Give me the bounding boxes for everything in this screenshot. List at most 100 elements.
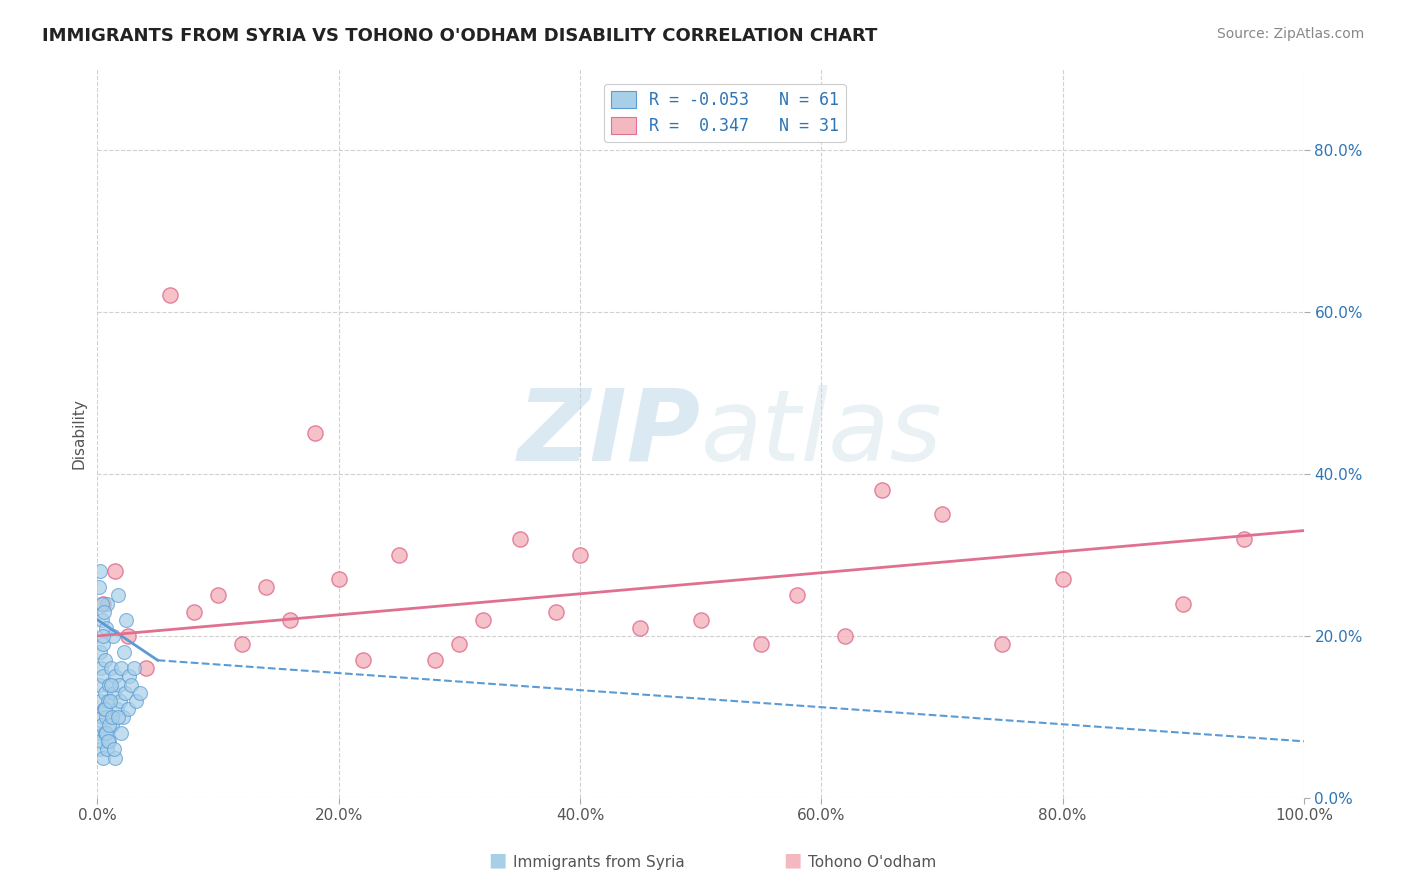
Text: ZIP: ZIP [517, 384, 700, 482]
Point [89, 677, 111, 691]
Point [870, 483, 893, 497]
Point [834, 629, 856, 643]
Point [388, 548, 411, 562]
Point [135, 661, 157, 675]
Point [94, 621, 117, 635]
Text: atlas: atlas [700, 384, 942, 482]
Point [100, 661, 122, 675]
Point [1173, 597, 1195, 611]
Point [472, 613, 495, 627]
Point [89, 726, 111, 740]
Point [93, 605, 115, 619]
Point [114, 686, 136, 700]
Point [931, 508, 953, 522]
Point [90, 710, 112, 724]
Point [120, 677, 142, 691]
Point [117, 629, 139, 643]
Point [97, 734, 120, 748]
Point [90, 734, 112, 748]
Point [93, 637, 115, 651]
Point [328, 572, 350, 586]
Point [89, 742, 111, 756]
Point [107, 589, 129, 603]
Point [93, 726, 115, 740]
Point [689, 613, 711, 627]
Point [101, 629, 124, 643]
Point [104, 564, 127, 578]
Text: Source: ZipAtlas.com: Source: ZipAtlas.com [1216, 27, 1364, 41]
Point [100, 677, 122, 691]
Point [98, 677, 121, 691]
Point [94, 653, 117, 667]
Point [125, 694, 148, 708]
Point [93, 686, 115, 700]
Point [104, 750, 127, 764]
Point [90, 661, 112, 675]
Point [93, 597, 115, 611]
Point [101, 718, 124, 732]
Point [786, 589, 808, 603]
Point [93, 750, 115, 764]
Point [94, 710, 117, 724]
Point [91, 629, 114, 643]
Point [110, 694, 132, 708]
Point [112, 645, 135, 659]
Point [97, 718, 120, 732]
Point [91, 718, 114, 732]
Point [96, 726, 118, 740]
Point [105, 702, 128, 716]
Point [101, 710, 124, 724]
Point [207, 589, 229, 603]
Point [103, 742, 125, 756]
Point [280, 613, 302, 627]
Point [425, 653, 447, 667]
Point [1052, 572, 1074, 586]
Point [509, 532, 531, 546]
Point [1233, 532, 1256, 546]
Point [108, 677, 131, 691]
Point [159, 288, 181, 302]
Point [183, 605, 205, 619]
Point [118, 669, 141, 683]
Point [107, 710, 129, 724]
Point [103, 686, 125, 700]
Legend: R = -0.053   N = 61, R =  0.347   N = 31: R = -0.053 N = 61, R = 0.347 N = 31 [605, 84, 845, 142]
Point [98, 734, 121, 748]
Point [104, 669, 127, 683]
Point [115, 613, 138, 627]
Point [110, 661, 132, 675]
Text: ■: ■ [783, 851, 801, 870]
Point [352, 653, 374, 667]
Point [122, 661, 145, 675]
Point [96, 597, 118, 611]
Point [93, 702, 115, 716]
Point [628, 621, 651, 635]
Point [569, 548, 592, 562]
Point [89, 580, 111, 594]
Point [110, 726, 132, 740]
Point [111, 710, 134, 724]
Text: Tohono O'odham: Tohono O'odham [808, 855, 936, 870]
Point [231, 637, 253, 651]
Text: ■: ■ [488, 851, 506, 870]
Point [89, 694, 111, 708]
Point [96, 742, 118, 756]
Point [128, 686, 150, 700]
Point [89, 645, 111, 659]
Point [91, 613, 114, 627]
Point [97, 694, 120, 708]
Y-axis label: Disability: Disability [72, 398, 86, 468]
Point [101, 710, 124, 724]
Point [117, 702, 139, 716]
Point [991, 637, 1014, 651]
Point [90, 597, 112, 611]
Text: Immigrants from Syria: Immigrants from Syria [513, 855, 685, 870]
Point [304, 426, 326, 441]
Point [254, 580, 277, 594]
Point [98, 694, 121, 708]
Point [94, 702, 117, 716]
Point [449, 637, 471, 651]
Point [544, 605, 567, 619]
Point [749, 637, 772, 651]
Text: IMMIGRANTS FROM SYRIA VS TOHONO O'ODHAM DISABILITY CORRELATION CHART: IMMIGRANTS FROM SYRIA VS TOHONO O'ODHAM … [42, 27, 877, 45]
